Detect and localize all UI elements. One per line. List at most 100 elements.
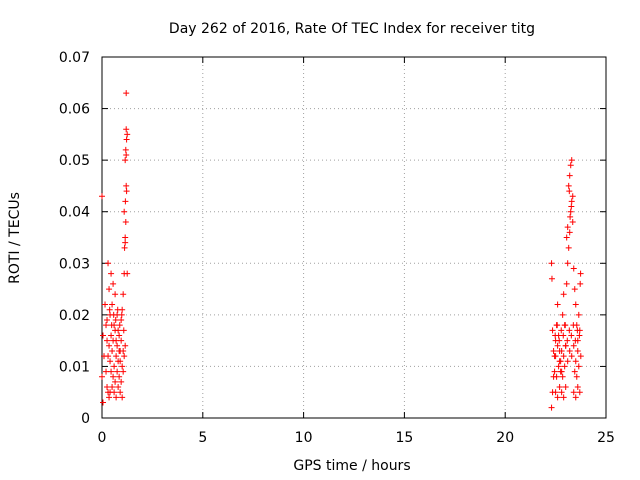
data-point <box>569 193 576 200</box>
data-point <box>562 384 569 391</box>
y-axis-label: ROTI / TECUs <box>7 192 23 284</box>
data-point <box>108 368 115 375</box>
data-point <box>110 373 117 380</box>
data-point <box>122 234 129 241</box>
y-tick-label: 0.04 <box>59 205 90 221</box>
data-point <box>563 280 570 287</box>
data-point <box>106 394 113 401</box>
data-point <box>561 363 568 370</box>
data-point <box>556 358 563 365</box>
data-point <box>109 301 116 308</box>
data-point <box>121 244 128 251</box>
data-point <box>114 306 121 313</box>
data-point <box>120 368 127 375</box>
data-point <box>552 389 559 396</box>
data-point <box>112 378 119 385</box>
data-point <box>556 384 563 391</box>
data-point <box>113 394 120 401</box>
grid-lines <box>102 57 606 418</box>
data-point <box>111 389 118 396</box>
data-point <box>565 244 572 251</box>
data-point <box>116 373 123 380</box>
data-point <box>574 327 581 334</box>
data-point <box>104 384 111 391</box>
data-point <box>104 337 111 344</box>
data-point <box>556 337 563 344</box>
data-point <box>560 353 567 360</box>
data-point <box>116 322 123 329</box>
data-point <box>560 291 567 298</box>
data-point <box>570 342 577 349</box>
data-point <box>572 358 579 365</box>
data-point <box>122 146 129 153</box>
data-point <box>554 342 561 349</box>
x-tick-label: 0 <box>98 430 107 446</box>
data-point <box>577 270 584 277</box>
x-tick-label: 20 <box>496 430 514 446</box>
data-point <box>109 347 116 354</box>
data-point <box>562 322 569 329</box>
data-point <box>553 373 560 380</box>
data-point <box>555 363 562 370</box>
data-point <box>571 368 578 375</box>
data-point <box>574 347 581 354</box>
data-point <box>571 286 578 293</box>
data-point <box>123 136 130 143</box>
data-point <box>103 322 110 329</box>
data-point <box>114 368 121 375</box>
data-point <box>576 332 583 339</box>
data-point <box>558 327 565 334</box>
data-point <box>568 203 575 210</box>
plot-frame <box>101 56 607 419</box>
data-point <box>566 327 573 334</box>
data-point <box>115 384 122 391</box>
data-point <box>123 126 130 133</box>
data-point <box>116 332 123 339</box>
data-point <box>110 311 117 318</box>
data-point <box>559 373 566 380</box>
data-point <box>120 291 127 298</box>
data-point <box>564 337 571 344</box>
axis-ticks: 0 5 10 15 20 25 0 0.01 0.02 0.03 0.04 0.05 0.06 0.07 <box>59 50 615 446</box>
data-point <box>550 347 557 354</box>
data-point <box>99 373 105 380</box>
data-point <box>122 239 129 246</box>
data-point <box>119 363 126 370</box>
data-point <box>120 347 127 354</box>
data-point <box>563 234 570 241</box>
data-point <box>573 373 580 380</box>
data-point <box>106 342 113 349</box>
x-tick-label: 15 <box>395 430 413 446</box>
data-point <box>570 322 577 329</box>
data-point <box>548 275 555 282</box>
data-point <box>120 327 127 334</box>
data-point <box>123 90 130 97</box>
data-points <box>99 90 584 411</box>
data-point <box>102 301 109 308</box>
data-point <box>112 327 119 334</box>
data-point <box>570 389 577 396</box>
data-point <box>574 384 581 391</box>
y-tick-label: 0.01 <box>59 359 90 375</box>
data-point <box>123 151 130 158</box>
data-point <box>121 353 128 360</box>
data-point <box>548 260 555 267</box>
data-point <box>100 399 107 406</box>
data-point <box>570 265 577 272</box>
data-point <box>568 198 575 205</box>
data-point <box>567 162 574 169</box>
data-point <box>558 347 565 354</box>
data-point <box>562 342 569 349</box>
data-point <box>124 270 131 277</box>
data-point <box>107 358 114 365</box>
data-point <box>566 347 573 354</box>
data-point <box>558 389 565 396</box>
data-point <box>560 394 567 401</box>
data-point <box>572 337 579 344</box>
y-tick-label: 0.03 <box>59 256 90 272</box>
data-point <box>124 131 131 138</box>
data-point <box>572 394 579 401</box>
data-point <box>111 363 118 370</box>
data-point <box>564 358 571 365</box>
